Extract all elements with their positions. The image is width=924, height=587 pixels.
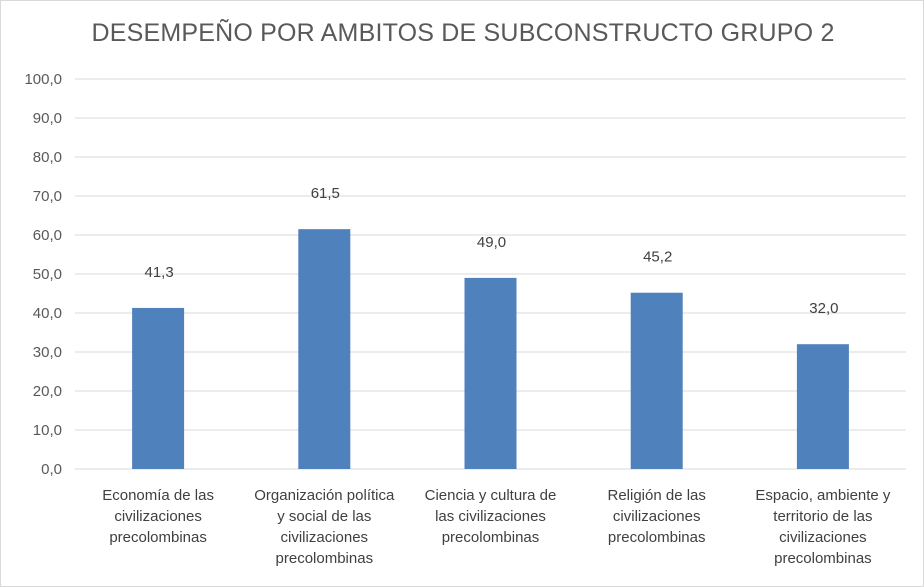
category-label-line: civilizaciones (779, 529, 867, 546)
y-tick-label: 90,0 (33, 110, 62, 127)
y-tick-label: 80,0 (33, 149, 62, 166)
data-label: 41,3 (144, 264, 173, 281)
category-label-line: Religión de las (607, 487, 705, 504)
y-tick-label: 40,0 (33, 305, 62, 322)
bars (132, 229, 849, 469)
data-label: 49,0 (477, 234, 506, 251)
category-label-line: civilizaciones (114, 508, 202, 525)
category-label-line: precolombinas (442, 529, 540, 546)
chart-title: DESEMPEÑO POR AMBITOS DE SUBCONSTRUCTO G… (91, 19, 835, 47)
y-tick-label: 60,0 (33, 227, 62, 244)
category-label-line: Ciencia y cultura de (425, 487, 557, 504)
y-tick-label: 30,0 (33, 344, 62, 361)
data-label: 32,0 (809, 300, 838, 317)
gridlines (75, 78, 906, 470)
category-label-line: precolombinas (608, 529, 706, 546)
y-tick-label: 20,0 (33, 383, 62, 400)
y-axis: 0,0 10,0 20,0 30,0 40,0 50,0 60,0 70,0 80,0 90,0 1… (24, 71, 62, 478)
bar (630, 292, 683, 469)
y-tick-label: 70,0 (33, 188, 62, 205)
y-tick-label: 0,0 (41, 461, 62, 478)
category-label-line: territorio de las (773, 508, 872, 525)
category-label-line: civilizaciones (613, 508, 701, 525)
data-labels: 41,3 61,5 49,0 45,2 32,0 (144, 185, 838, 317)
data-label: 45,2 (643, 249, 672, 266)
bar (796, 344, 849, 469)
category-label: Economía de las civilizaciones precolombin… (102, 487, 214, 546)
category-label-line: las civilizaciones (435, 508, 546, 525)
y-tick-label: 100,0 (24, 71, 62, 88)
data-label: 61,5 (311, 185, 340, 202)
y-tick-label: 50,0 (33, 266, 62, 283)
bar (464, 277, 517, 469)
category-label-line: precolombinas (109, 529, 207, 546)
y-tick-label: 10,0 (33, 422, 62, 439)
category-label-line: y social de las (277, 508, 371, 525)
category-label-line: civilizaciones (281, 529, 369, 546)
category-label: Organización política y social de las civi… (254, 487, 395, 567)
category-labels: Economía de las civilizaciones precolombin… (102, 487, 891, 567)
category-label: Religión de las civilizaciones precolombin… (607, 487, 705, 546)
category-label-line: Espacio, ambiente y (755, 487, 891, 504)
category-label-line: Economía de las (102, 487, 214, 504)
category-label-line: precolombinas (276, 550, 374, 567)
category-label: Ciencia y cultura de las civilizaciones pr… (425, 487, 557, 546)
bar (132, 307, 185, 469)
category-label: Espacio, ambiente y territorio de las civi… (755, 487, 891, 567)
bar (298, 229, 351, 469)
category-label-line: Organización política (254, 487, 395, 504)
category-label-line: precolombinas (774, 550, 872, 567)
